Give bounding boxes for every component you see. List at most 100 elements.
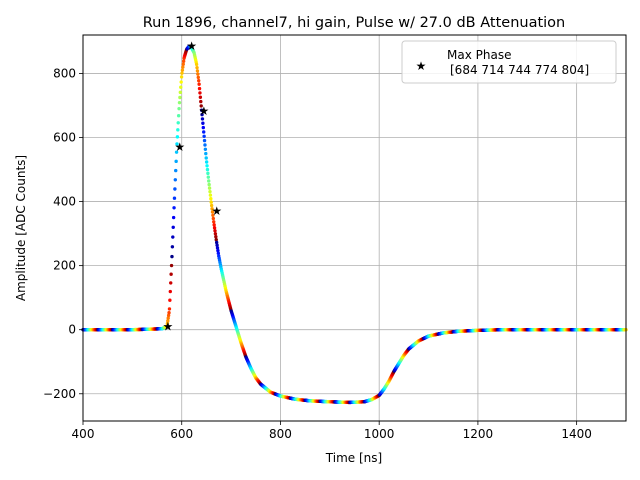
data-point [169,281,173,285]
data-point [211,213,215,217]
x-tick-label: 800 [269,427,292,441]
data-point [216,251,221,256]
legend: ★ Max Phase [684 714 744 774 804] [401,40,617,84]
max-phase-star-icon: ★ [199,104,210,118]
data-point [168,298,172,302]
data-point [166,319,170,323]
chart-title: Run 1896, channel7, hi gain, Pulse w/ 27… [143,15,566,31]
x-tick-label: 1200 [463,427,494,441]
data-point [167,311,171,315]
plot-area: ★ ★ ★ ★ ★ [81,39,628,405]
data-point [181,62,185,66]
data-point [165,321,170,326]
data-point [212,220,216,224]
data-point [181,65,185,69]
data-point [171,225,175,229]
data-point [179,80,183,84]
legend-title: Max Phase [447,48,511,62]
legend-box [401,40,617,84]
data-point [174,159,178,164]
data-point [204,151,208,156]
data-point [168,289,172,294]
data-point [167,307,172,311]
data-point [201,125,205,130]
data-point [195,69,200,73]
data-point [198,95,203,99]
data-point [195,65,199,70]
data-point [175,135,180,139]
data-point [210,207,214,211]
data-point [202,130,206,134]
data-point [177,106,181,111]
y-tick-label: 200 [53,259,76,273]
legend-label: [684 714 744 774 804] [450,63,589,77]
data-point [169,272,173,276]
x-tick-label: 400 [72,427,95,441]
data-point [169,263,174,268]
data-point [180,71,184,75]
data-point [170,254,174,259]
data-point [196,75,200,80]
grid [82,35,626,421]
data-point [198,91,202,95]
data-point [171,215,176,220]
data-point [205,167,210,172]
data-point [214,238,218,242]
data-point [204,160,209,164]
data-point [178,90,183,95]
data-point [173,187,177,191]
data-point [170,245,175,249]
max-phase-star-icon: ★ [174,140,185,154]
data-point [166,316,170,320]
data-point [203,143,207,147]
data-point [216,248,220,253]
y-tick-label: 800 [53,66,76,80]
y-tick-label: 0 [68,323,76,337]
data-point [204,156,208,160]
data-point [197,82,201,86]
max-phase-star-icon: ★ [186,39,197,53]
data-point [215,246,220,250]
data-point [210,210,215,214]
x-axis-label: Time [ns] [325,451,382,465]
data-point [200,112,204,117]
data-point [213,232,218,236]
data-point [197,78,201,83]
data-point [165,324,169,328]
data-point [209,200,213,204]
data-point [209,196,213,201]
data-point [199,108,204,112]
y-tick-label: 400 [53,195,76,209]
data-point [214,235,218,239]
x-tick-label: 1400 [561,427,592,441]
data-point [199,104,203,108]
max-phase-star-icon: ★ [211,204,222,218]
data-point [174,150,179,154]
legend-star-icon: ★ [416,59,427,73]
data-point [211,216,216,221]
data-point [214,240,219,245]
data-point [215,243,219,247]
data-point [172,206,176,210]
data-point [199,99,203,104]
data-point [207,179,211,183]
x-tick-label: 1000 [364,427,395,441]
axes-frame [82,34,627,422]
data-point [207,182,211,187]
data-point [172,196,177,200]
data-point [171,235,175,239]
x-tick-label: 600 [170,427,193,441]
data-point [176,128,180,132]
data-point [197,86,202,91]
data-point [194,62,199,67]
ticks: 400 600 800 1000 1200 1400 −200 0 200 400 600 800 [43,66,592,441]
max-phase-star-icon: ★ [163,319,174,333]
data-point [181,59,186,63]
data-point [176,114,181,118]
data-point [196,72,200,76]
data-point [173,178,178,182]
data-point [175,142,179,146]
data-point [177,100,182,105]
data-point [179,85,183,89]
